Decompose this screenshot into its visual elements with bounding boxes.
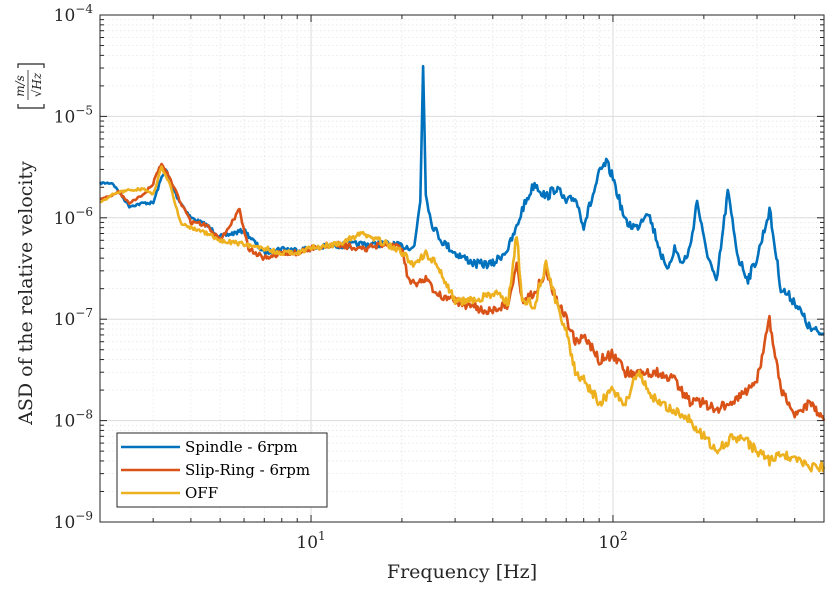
legend-label-2: OFF — [185, 484, 218, 502]
legend-label-0: Spindle - 6rpm — [185, 438, 298, 456]
x-tick-label: 102 — [598, 529, 627, 553]
y-tick-label: 10−5 — [54, 103, 93, 127]
x-tick-label: 101 — [296, 529, 325, 553]
y-axis-unit: m/s √Hz — [13, 63, 45, 109]
y-tick-label: 10−6 — [54, 205, 93, 229]
unit-bracket-right — [17, 63, 45, 68]
y-tick-label: 10−9 — [54, 509, 93, 533]
legend: Spindle - 6rpm Slip-Ring - 6rpm OFF — [116, 432, 328, 508]
y-tick-label: 10−7 — [54, 306, 93, 330]
legend-label-1: Slip-Ring - 6rpm — [185, 461, 310, 479]
x-axis-label: Frequency [Hz] — [387, 561, 537, 583]
series-line-2 — [99, 165, 826, 473]
series-line-0 — [98, 64, 825, 336]
y-tick-label: 10−4 — [54, 2, 94, 26]
unit-bracket-left — [17, 104, 45, 109]
unit-denominator: √Hz — [30, 72, 44, 97]
series-lines — [98, 64, 826, 473]
y-axis-label-group: ASD of the relative velocity m/s √Hz — [13, 63, 45, 426]
y-axis-label: ASD of the relative velocity — [15, 161, 37, 426]
y-tick-label: 10−8 — [54, 408, 93, 432]
plot-frame — [99, 14, 825, 523]
unit-numerator: m/s — [13, 75, 27, 97]
